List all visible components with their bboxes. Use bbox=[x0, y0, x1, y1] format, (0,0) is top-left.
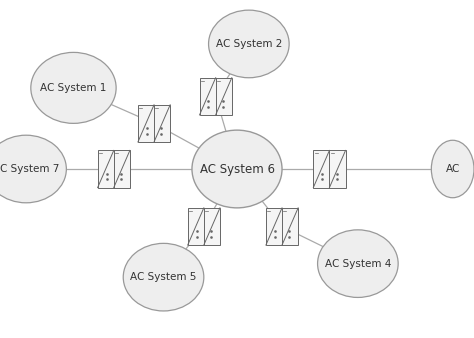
Text: AC System 7: AC System 7 bbox=[0, 164, 59, 174]
Ellipse shape bbox=[318, 230, 398, 297]
Text: AC System 5: AC System 5 bbox=[130, 272, 197, 282]
Bar bbox=[98, 150, 130, 188]
Text: AC: AC bbox=[446, 164, 460, 174]
Bar bbox=[188, 208, 220, 245]
Text: AC System 1: AC System 1 bbox=[40, 83, 107, 93]
Ellipse shape bbox=[31, 52, 116, 123]
Ellipse shape bbox=[192, 130, 282, 208]
Text: AC System 4: AC System 4 bbox=[325, 259, 391, 269]
Text: AC System 2: AC System 2 bbox=[216, 39, 282, 49]
Ellipse shape bbox=[0, 135, 66, 203]
Text: AC System 6: AC System 6 bbox=[200, 163, 274, 175]
Ellipse shape bbox=[123, 243, 204, 311]
Bar bbox=[313, 150, 346, 188]
Bar bbox=[200, 78, 232, 115]
Bar bbox=[266, 208, 298, 245]
Ellipse shape bbox=[209, 10, 289, 78]
Ellipse shape bbox=[431, 140, 474, 198]
Bar bbox=[138, 105, 170, 142]
